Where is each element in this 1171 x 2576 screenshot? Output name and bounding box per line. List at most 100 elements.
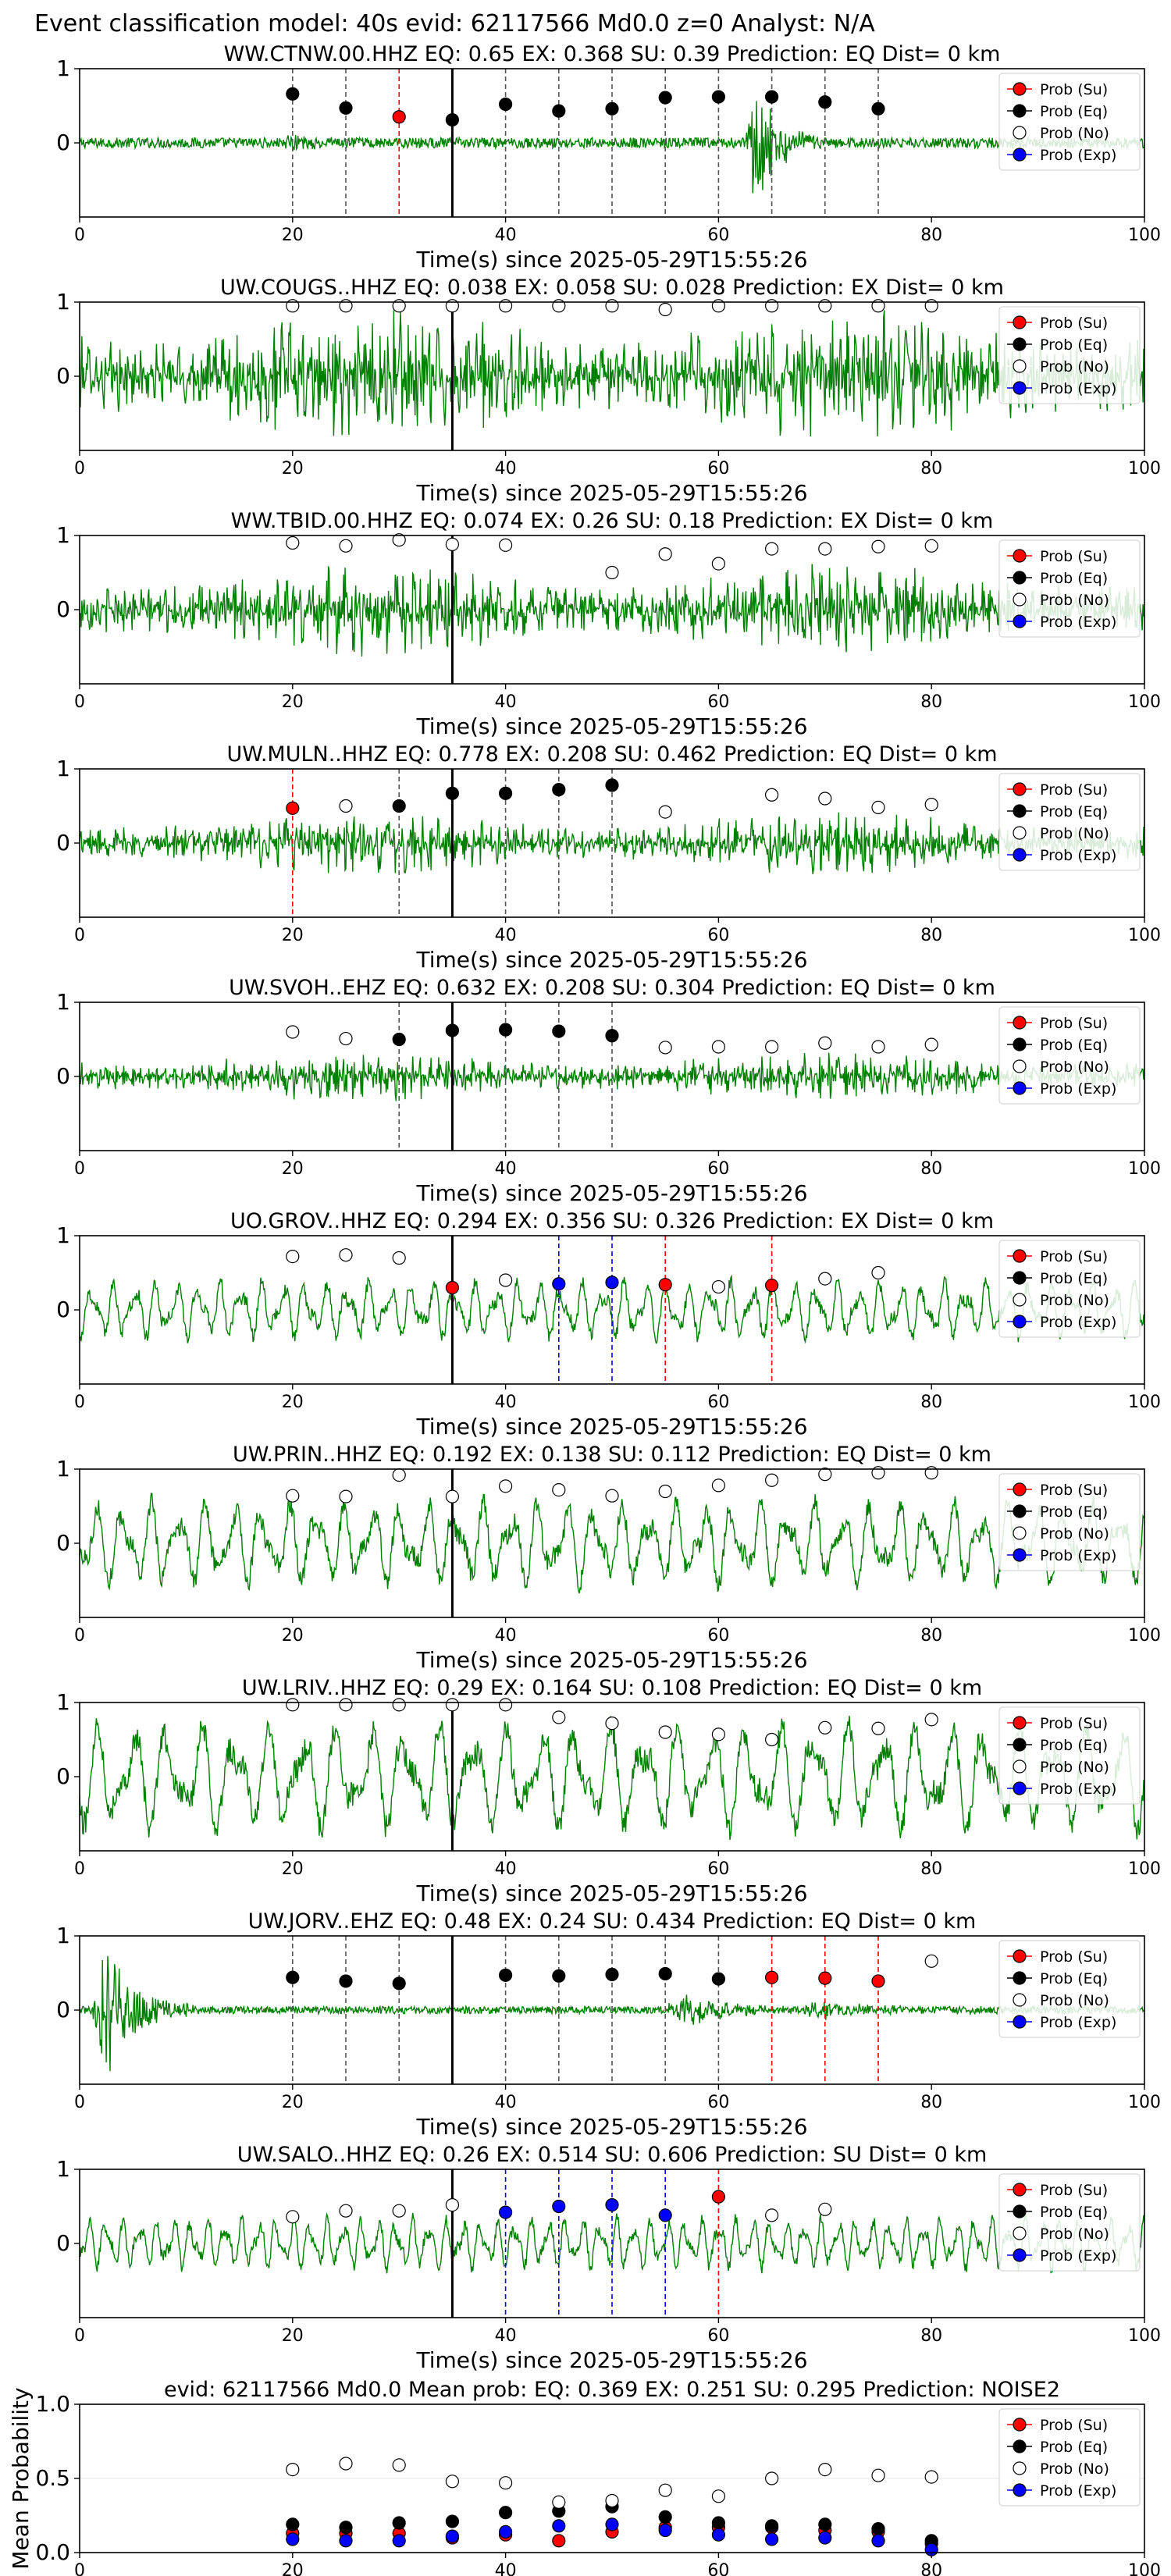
prob-point [764,542,779,556]
x-tick-label: 0 [74,1393,85,1412]
x-tick-label: 100 [1128,2561,1161,2576]
legend-marker-su [1013,2183,1027,2197]
legend-label: Prob (Su) [1040,1482,1108,1499]
panel-title: UW.PRIN..HHZ EQ: 0.192 EX: 0.138 SU: 0.1… [233,1443,991,1467]
legend-marker-eq [1013,2204,1027,2218]
legend-marker-no [1013,359,1027,373]
legend-label: Prob (Eq) [1040,2204,1108,2221]
legend-marker-su [1013,1716,1027,1730]
legend-label: Prob (Exp) [1040,2014,1116,2031]
legend-label: Prob (No) [1040,592,1109,609]
legend-marker-eq [1013,804,1027,818]
y-tick-label: 1 [56,1222,70,1248]
mean-prob-point [392,2534,406,2548]
panel-11: evid: 62117566 Md0.0 Mean prob: EQ: 0.36… [8,2378,1161,2576]
prob-point [764,1970,779,1984]
x-tick-label: 40 [495,1159,517,1179]
prob-point [445,1023,460,1037]
prob-point [445,1698,460,1712]
legend: Prob (Su) Prob (Eq) Prob (No) Prob (Exp) [998,73,1141,171]
prob-point [818,1468,832,1482]
legend: Prob (Su) Prob (Eq) Prob (No) Prob (Exp) [998,1006,1141,1105]
x-tick-label: 20 [282,2326,304,2346]
prob-point [711,1279,726,1294]
prob-point [711,90,726,104]
prob-point [552,1710,566,1724]
panel-title: UW.SALO..HHZ EQ: 0.26 EX: 0.514 SU: 0.60… [237,2143,988,2167]
legend-marker-su [1013,2418,1027,2432]
panel-title: UW.SVOH..EHZ EQ: 0.632 EX: 0.208 SU: 0.3… [229,976,995,1000]
legend-label: Prob (Su) [1040,781,1108,799]
legend-marker-eq [1013,1504,1027,1518]
x-tick-label: 60 [707,226,729,245]
panel-1: WW.CTNW.00.HHZ EQ: 0.65 EX: 0.368 SU: 0.… [56,42,1161,272]
prob-point [392,1032,406,1047]
x-tick-label: 100 [1128,692,1161,712]
prob-point [818,299,832,313]
waveform-trace [80,2211,1144,2274]
prob-point [392,2204,406,2218]
legend-marker-exp [1013,1081,1027,1095]
x-tick-label: 0 [74,459,85,479]
prob-point [339,299,353,313]
prob-point [339,1974,353,1988]
legend-marker-su [1013,1016,1027,1030]
prob-point [498,1968,513,1982]
prob-point [871,800,885,815]
x-tick-label: 60 [707,459,729,479]
legend-box [998,2408,1141,2507]
prob-point [924,797,938,812]
prob-point [339,1248,353,1262]
y-tick-label: 0 [56,1063,70,1089]
prob-point [658,1484,672,1499]
mean-prob-point [924,2470,938,2484]
prob-point [605,1489,619,1503]
panel-title: UO.GROV..HHZ EQ: 0.294 EX: 0.356 SU: 0.3… [230,1209,994,1233]
legend-label: Prob (Exp) [1040,380,1116,397]
legend-label: Prob (No) [1040,1525,1109,1542]
prob-point [552,2199,566,2214]
legend-marker-exp [1013,848,1027,862]
prob-point [658,1966,672,1981]
prob-point [286,299,300,313]
prob-point [498,1273,513,1287]
y-tick-label: 1 [56,1456,70,1482]
x-tick-label: 20 [282,926,304,945]
prob-point [339,1489,353,1503]
legend-marker-eq [1013,1971,1027,1985]
prob-point [392,1976,406,1991]
legend-marker-exp [1013,2483,1027,2497]
prob-point [445,786,460,800]
legend-label: Prob (Su) [1040,315,1108,332]
legend-box [998,539,1141,638]
legend: Prob (Su) Prob (Eq) Prob (No) Prob (Exp) [998,539,1141,638]
legend-marker-su [1013,315,1027,329]
prob-point [711,1478,726,1493]
panel-title: WW.TBID.00.HHZ EQ: 0.074 EX: 0.26 SU: 0.… [231,509,994,533]
x-tick-label: 40 [495,2093,517,2112]
y-tick-label: 1 [56,756,70,781]
legend: Prob (Su) Prob (Eq) Prob (No) Prob (Exp) [998,1240,1141,1338]
legend: Prob (Su) Prob (Eq) Prob (No) Prob (Exp) [998,2173,1141,2272]
prob-point [871,1974,885,1988]
mean-prob-point [818,2463,832,2477]
legend-marker-no [1013,1759,1027,1774]
legend-label: Prob (No) [1040,1059,1109,1076]
prob-point [605,1967,619,1981]
legend-box [998,1006,1141,1105]
prob-point [711,1727,726,1742]
legend-label: Prob (No) [1040,2226,1109,2243]
prob-point [711,557,726,571]
prob-point [605,299,619,313]
prob-point [871,1265,885,1280]
legend-marker-no [1013,1526,1027,1540]
x-tick-label: 60 [707,1859,729,1879]
x-axis-label: Time(s) since 2025-05-29T15:55:26 [415,1414,807,1439]
prob-point [498,1698,513,1712]
prob-point [711,299,726,313]
prob-point [392,299,406,313]
legend-marker-eq [1013,1271,1027,1285]
legend: Prob (Su) Prob (Eq) Prob (No) Prob (Exp) [998,2408,1141,2507]
prob-point [498,2205,513,2219]
legend-label: Prob (Su) [1040,81,1108,98]
